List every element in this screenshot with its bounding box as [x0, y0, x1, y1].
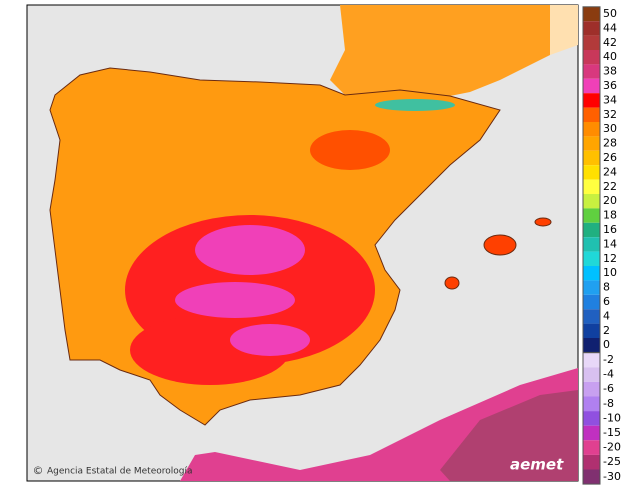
legend-swatch — [583, 251, 600, 266]
legend-label: 6 — [603, 295, 610, 308]
legend-label: 40 — [603, 50, 617, 63]
legend-label: 44 — [603, 21, 617, 34]
legend-swatch — [583, 411, 600, 426]
legend-label: 42 — [603, 36, 617, 49]
ibiza — [444, 276, 460, 290]
legend-swatch — [583, 93, 600, 108]
mallorca — [483, 234, 517, 256]
very-hot-zone — [230, 324, 310, 356]
legend-swatch — [583, 266, 600, 281]
legend-swatch — [583, 454, 600, 470]
legend-swatch — [583, 237, 600, 252]
legend-label: 26 — [603, 151, 617, 164]
legend-swatch — [583, 367, 600, 382]
legend-swatch — [583, 222, 600, 238]
legend-frame — [582, 352, 601, 485]
legend-label: 4 — [603, 309, 610, 322]
menorca — [534, 217, 552, 227]
legend-label: -10 — [603, 411, 621, 424]
france-edge — [550, 5, 578, 55]
legend-label: 0 — [603, 338, 610, 351]
legend-swatch — [583, 323, 600, 338]
legend-swatch — [583, 440, 600, 455]
legend-label: 50 — [603, 7, 617, 20]
legend-swatch — [583, 381, 600, 397]
map: © Agencia Estatal de Meteorología aemet — [26, 4, 579, 482]
legend-label: 20 — [603, 194, 617, 207]
legend-swatch — [583, 280, 600, 295]
legend-swatch — [583, 150, 600, 166]
france — [330, 5, 550, 96]
legend-label: -25 — [603, 455, 621, 468]
legend-label: 16 — [603, 223, 617, 236]
legend-swatch — [583, 396, 600, 412]
legend-label: 36 — [603, 79, 617, 92]
legend-label: 12 — [603, 252, 617, 265]
legend-swatch — [583, 294, 600, 310]
legend-swatch — [583, 338, 600, 353]
legend-swatch — [583, 425, 600, 441]
legend-swatch — [583, 179, 600, 194]
legend-label: 32 — [603, 108, 617, 121]
legend-swatch — [583, 6, 600, 22]
legend-label: -8 — [603, 397, 614, 410]
legend-label: -4 — [603, 368, 614, 381]
legend-swatch — [583, 78, 600, 94]
legend-swatch — [583, 64, 600, 79]
legend-swatch — [583, 136, 600, 151]
legend-label: 10 — [603, 266, 617, 279]
africa-inland — [440, 390, 578, 481]
legend-label: -2 — [603, 353, 614, 366]
legend-swatch — [583, 309, 600, 324]
warm-zone — [310, 130, 390, 170]
legend-swatch — [583, 208, 600, 223]
legend-label: 38 — [603, 65, 617, 78]
legend-swatch — [583, 194, 600, 209]
legend-label: 28 — [603, 137, 617, 150]
credit: Agencia Estatal de Meteorología — [47, 467, 193, 477]
legend-swatch — [583, 352, 600, 368]
very-hot-zone — [195, 225, 305, 275]
legend-label: -6 — [603, 382, 614, 395]
legend-swatch — [583, 107, 600, 122]
legend-label: 22 — [603, 180, 617, 193]
legend: 5044424038363432302826242220181614121086… — [582, 6, 621, 485]
legend-label: 2 — [603, 324, 610, 337]
legend-swatch — [583, 165, 600, 180]
copyright-icon: © — [33, 464, 44, 477]
legend-swatch — [583, 21, 600, 36]
legend-label: -15 — [603, 426, 621, 439]
legend-swatch — [583, 122, 600, 137]
legend-swatch — [583, 50, 600, 65]
legend-label: -30 — [603, 470, 621, 483]
legend-swatch — [583, 469, 600, 485]
legend-label: 8 — [603, 281, 610, 294]
legend-label: 14 — [603, 237, 617, 250]
legend-label: 24 — [603, 165, 617, 178]
legend-swatch — [583, 35, 600, 50]
legend-label: -20 — [603, 441, 621, 454]
legend-label: 34 — [603, 93, 617, 106]
legend-label: 18 — [603, 209, 617, 222]
logo: aemet — [510, 456, 564, 474]
mountains — [375, 99, 455, 111]
very-hot-zone — [175, 282, 295, 318]
legend-label: 30 — [603, 122, 617, 135]
